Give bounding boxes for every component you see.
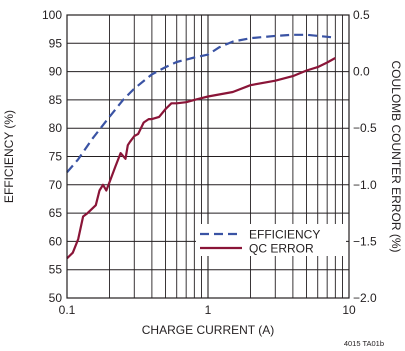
- figure-footnote: 4015 TA01b: [344, 339, 384, 348]
- y2-axis-title: COULOMB COUNTER ERROR (%): [389, 60, 403, 252]
- y2-tick-label-0: −2.0: [353, 291, 377, 305]
- legend-label-0: EFFICIENCY: [249, 228, 320, 242]
- y-tick-label-9: 95: [49, 36, 63, 50]
- y2-tick-label-1: −1.5: [353, 234, 377, 248]
- tick-labels: 50 55 60 65 70 75 80 85 90 95 100 −2.0 −1.5 −1.0 −0.5 0…: [42, 8, 377, 317]
- x-tick-label-2: 10: [342, 303, 356, 317]
- legend-label-1: QC ERROR: [249, 242, 314, 256]
- series-line-0: [66, 33, 336, 174]
- y-tick-label-0: 50: [49, 291, 63, 305]
- x-tick-label-1: 1: [205, 303, 212, 317]
- y-axis-title: EFFICIENCY (%): [2, 110, 16, 203]
- series-layer: [66, 33, 336, 260]
- y2-tick-label-5: 0.5: [353, 8, 370, 22]
- plot-frame: [66, 14, 350, 299]
- y-tick-label-3: 65: [49, 206, 63, 220]
- x-axis-title: CHARGE CURRENT (A): [142, 323, 274, 337]
- y-tick-label-10: 100: [42, 8, 62, 22]
- y-tick-label-4: 70: [49, 178, 63, 192]
- y-tick-label-5: 75: [49, 150, 63, 164]
- x-tick-label-0: 0.1: [59, 303, 76, 317]
- y-tick-label-1: 55: [49, 263, 63, 277]
- y-tick-label-7: 85: [49, 93, 63, 107]
- y2-tick-label-4: 0.0: [353, 65, 370, 79]
- y2-tick-label-3: −0.5: [353, 121, 377, 135]
- y-tick-label-2: 60: [49, 234, 63, 248]
- legend-background: [196, 224, 346, 256]
- series-line-1: [66, 57, 336, 260]
- y2-tick-label-2: −1.0: [353, 178, 377, 192]
- y-tick-label-6: 80: [49, 121, 63, 135]
- y-tick-label-8: 90: [49, 65, 63, 79]
